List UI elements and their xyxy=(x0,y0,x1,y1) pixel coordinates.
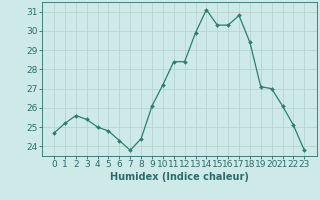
X-axis label: Humidex (Indice chaleur): Humidex (Indice chaleur) xyxy=(110,172,249,182)
